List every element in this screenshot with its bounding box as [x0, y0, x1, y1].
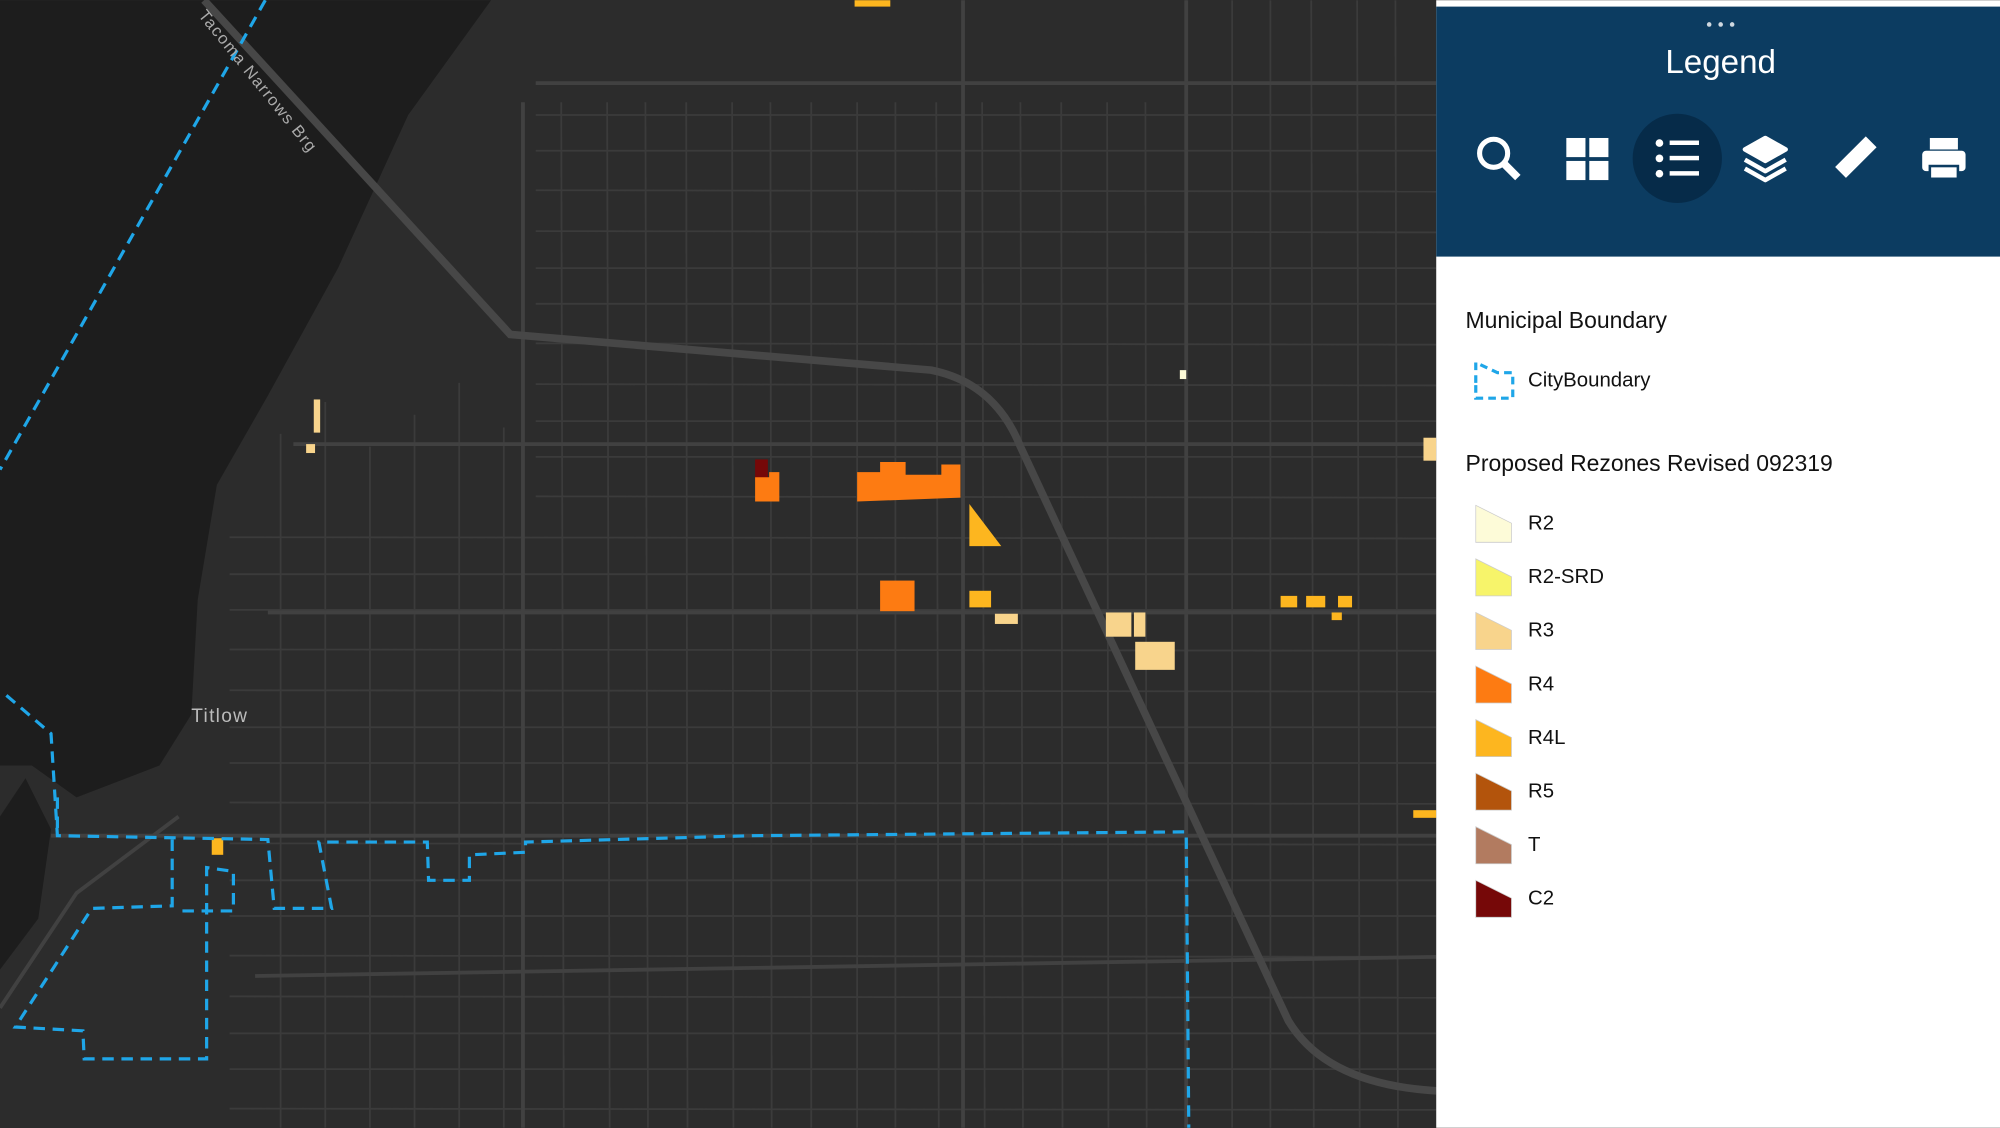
street [229, 536, 1437, 540]
street [229, 1107, 1437, 1111]
legend-swatch [1475, 504, 1512, 543]
highway [201, 0, 1437, 1095]
legend-item-label: R2 [1528, 513, 1554, 535]
parcel [755, 459, 768, 483]
street [560, 102, 565, 1128]
parcel [1413, 810, 1437, 818]
street [229, 801, 1437, 805]
parcel [1338, 595, 1353, 608]
parcel [1133, 612, 1146, 637]
water [0, 0, 492, 798]
street [535, 230, 1437, 234]
road [255, 954, 1437, 978]
panel-header [1436, 6, 2000, 257]
legend-swatch [1475, 826, 1512, 865]
legend-swatch [1475, 718, 1512, 757]
legend-item-label: R3 [1528, 620, 1554, 642]
legend-section-title: Municipal Boundary [1466, 307, 1668, 333]
parcels [211, 0, 1437, 855]
legend-swatch [1475, 558, 1512, 597]
legend-swatch [1475, 879, 1512, 918]
parcel [306, 444, 316, 454]
boundary-line [12, 839, 236, 1061]
legend-item-label: CityBoundary [1528, 370, 1651, 392]
street [229, 689, 1437, 693]
street [229, 842, 1437, 846]
street [1310, 0, 1315, 1128]
legend-item-label: T [1528, 834, 1540, 856]
parcel [1306, 595, 1326, 608]
parcel [211, 838, 224, 855]
basemap-tool[interactable] [1566, 137, 1609, 181]
parcel [1331, 612, 1342, 621]
parcel [755, 472, 780, 502]
street [229, 954, 1437, 958]
layers-tool[interactable] [1742, 135, 1788, 183]
parcel [1135, 641, 1175, 670]
legend-item-label: R4L [1528, 727, 1565, 749]
map: Tacoma Narrows Brg Titlow [0, 0, 1437, 1128]
drag-handle[interactable] [1706, 22, 1735, 27]
legend-list: Municipal Boundary CityBoundary Proposed R… [1466, 307, 1833, 918]
legend-swatch [1474, 359, 1515, 400]
parcel [854, 0, 891, 7]
legend-panel: Legend Municipal Boundary CityBoundary Pro… [1436, 0, 2000, 1128]
parcel [1105, 612, 1132, 637]
parcel [880, 580, 915, 612]
legend-item-label: R4 [1528, 673, 1554, 695]
measure-tool[interactable] [1835, 136, 1877, 178]
legend-tool[interactable] [1632, 113, 1722, 204]
major-roads [0, 0, 1437, 1128]
legend-section-title: Proposed Rezones Revised 092319 [1466, 450, 1833, 476]
water [0, 778, 52, 970]
city-boundary [0, 0, 1191, 1128]
parcel [969, 504, 1002, 547]
street [535, 189, 1437, 193]
print-tool[interactable] [1922, 137, 1966, 181]
legend-swatch [1475, 611, 1512, 650]
parcel [857, 461, 961, 502]
street [1394, 0, 1399, 1128]
street [229, 995, 1437, 999]
street [535, 495, 1437, 499]
search-tool[interactable] [1477, 136, 1521, 181]
legend-item-label: R5 [1528, 780, 1554, 802]
street [769, 102, 773, 1128]
legend-item-label: C2 [1528, 888, 1554, 910]
parcel [313, 399, 321, 433]
street [535, 342, 1437, 346]
boundary-line [5, 694, 1191, 1128]
street [685, 102, 689, 1128]
parcel [994, 613, 1018, 624]
parcel [969, 590, 992, 608]
legend-item-label: R2-SRD [1528, 566, 1604, 588]
toolbar [1477, 113, 1966, 204]
street [229, 648, 1437, 652]
place-label: Titlow [191, 706, 248, 727]
parcel [1179, 370, 1187, 380]
road [0, 815, 180, 1009]
boundary-line [0, 0, 267, 471]
street [535, 383, 1437, 387]
street [1356, 0, 1361, 1128]
legend-swatch [1475, 665, 1512, 704]
legend-swatch [1475, 772, 1512, 811]
panel-title: Legend [1665, 44, 1776, 81]
parcel [1423, 437, 1437, 461]
parcel [1280, 595, 1298, 608]
